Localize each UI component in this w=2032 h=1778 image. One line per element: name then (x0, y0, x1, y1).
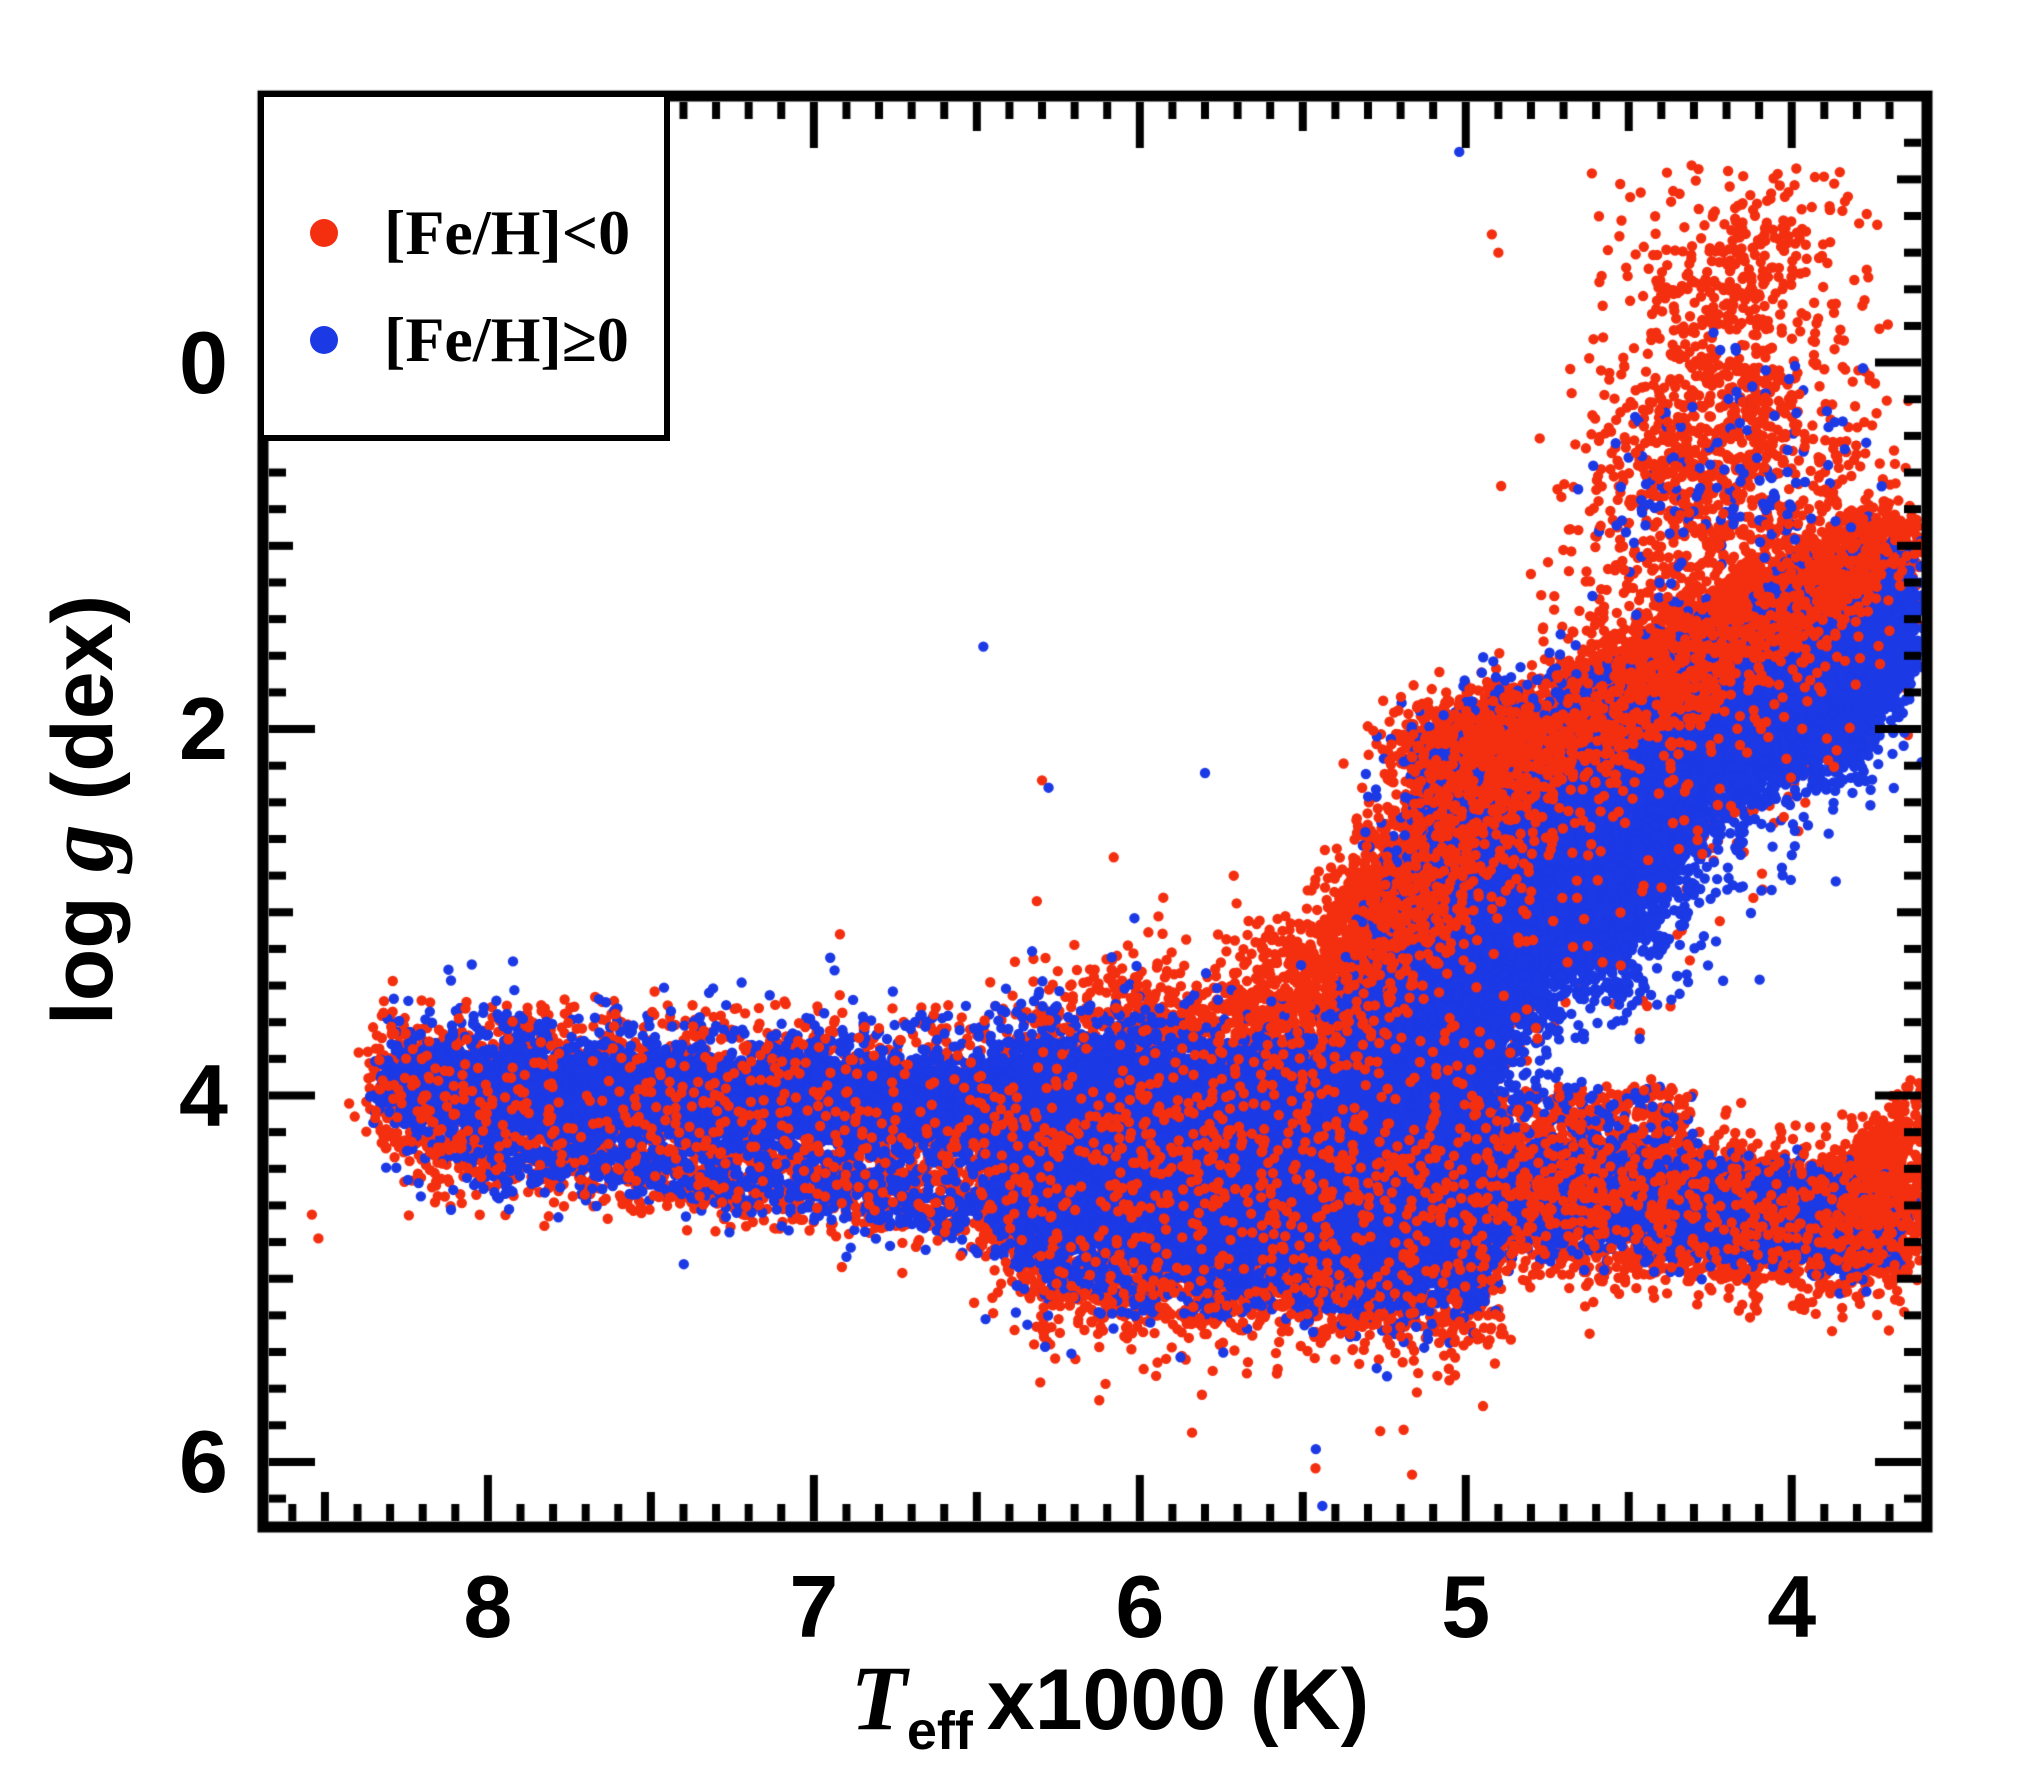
y-tick-label-4: 4 (179, 1045, 228, 1145)
y-axis-title-symbol-g: g (26, 824, 133, 873)
x-tick-label-4: 4 (1767, 1557, 1817, 1656)
x-tick-label-7: 7 (789, 1557, 839, 1656)
x-axis-title-subscript-eff: eff (906, 1701, 973, 1761)
x-tick-label-5: 5 (1441, 1557, 1491, 1656)
y-axis-title-text: log (35, 872, 131, 1026)
x-axis-title-symbol-T: T (850, 1647, 907, 1749)
legend-label-metal-poor: [Fe/H]<0 (384, 197, 631, 268)
y-tick-label-6: 6 (179, 1411, 228, 1511)
x-tick-label-8: 8 (463, 1557, 513, 1656)
y-tick-label-2: 2 (179, 679, 228, 779)
legend-entry-metal-rich: [Fe/H]≥0 (310, 295, 629, 385)
y-tick-label-0: 0 (179, 312, 228, 412)
x-axis-title: Teff x1000 (K) (850, 1645, 1370, 1761)
x-tick-label-6: 6 (1115, 1557, 1165, 1656)
legend: [Fe/H]<0 [Fe/H]≥0 (258, 91, 670, 441)
x-axis-title-unit: x1000 (K) (986, 1652, 1370, 1748)
legend-marker-blue-dot (310, 326, 338, 354)
legend-label-metal-rich: [Fe/H]≥0 (384, 304, 629, 375)
legend-marker-red-dot (310, 219, 338, 247)
legend-entry-metal-poor: [Fe/H]<0 (310, 188, 630, 278)
